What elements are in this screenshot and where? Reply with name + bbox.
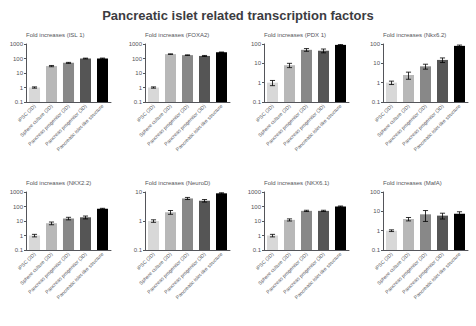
svg-text:Pancreatic islet-like structur: Pancreatic islet-like structure	[174, 103, 223, 152]
svg-text:iPSC (2D): iPSC (2D)	[254, 250, 275, 271]
svg-text:0.1: 0.1	[15, 99, 24, 105]
svg-text:Pancreas progenitor (3D): Pancreas progenitor (3D)	[162, 250, 207, 295]
svg-text:iPSC (2D): iPSC (2D)	[135, 102, 156, 123]
svg-text:Pancreas progenitor (3D): Pancreas progenitor (3D)	[400, 102, 445, 147]
svg-text:Fold increases (ISL 1): Fold increases (ISL 1)	[26, 32, 84, 38]
svg-text:1: 1	[139, 218, 143, 224]
svg-text:iPSC (2D): iPSC (2D)	[16, 102, 37, 123]
svg-text:1: 1	[377, 80, 381, 86]
svg-text:100: 100	[370, 41, 381, 47]
svg-text:0.1: 0.1	[253, 99, 262, 105]
svg-text:10: 10	[254, 60, 261, 66]
svg-text:Pancreas progenitor (2D): Pancreas progenitor (2D)	[26, 102, 71, 147]
svg-text:Pancreas progenitor (3D): Pancreas progenitor (3D)	[43, 250, 88, 295]
svg-text:Pancreatic islet related trans: Pancreatic islet related transcription f…	[102, 8, 374, 23]
svg-text:0.1: 0.1	[372, 247, 381, 253]
svg-text:Sphere culture (2D): Sphere culture (2D)	[256, 250, 292, 286]
svg-text:Pancreatic islet-like structur: Pancreatic islet-like structure	[55, 103, 104, 152]
svg-text:1: 1	[20, 233, 24, 239]
svg-text:Fold increases (NKX6.1): Fold increases (NKX6.1)	[264, 180, 329, 186]
svg-text:0.1: 0.1	[134, 99, 143, 105]
svg-text:0.1: 0.1	[253, 247, 262, 253]
svg-text:Sphere culture (2D): Sphere culture (2D)	[256, 102, 292, 138]
svg-text:Sphere culture (2D): Sphere culture (2D)	[18, 102, 54, 138]
svg-text:1: 1	[20, 85, 24, 91]
svg-text:1: 1	[258, 233, 262, 239]
svg-text:Fold increases (MafA): Fold increases (MafA)	[383, 180, 442, 186]
svg-text:Sphere culture (2D): Sphere culture (2D)	[375, 250, 411, 286]
svg-text:100: 100	[370, 189, 381, 195]
svg-text:Pancreas progenitor (3D): Pancreas progenitor (3D)	[400, 250, 445, 295]
svg-text:Sphere culture (2D): Sphere culture (2D)	[18, 250, 54, 286]
svg-text:Sphere culture (2D): Sphere culture (2D)	[375, 102, 411, 138]
svg-text:iPSC (2D): iPSC (2D)	[135, 250, 156, 271]
svg-text:1000: 1000	[129, 41, 143, 47]
svg-text:Pancreas progenitor (3D): Pancreas progenitor (3D)	[281, 102, 326, 147]
svg-text:10: 10	[373, 60, 380, 66]
svg-text:Fold increases (NKX2.2): Fold increases (NKX2.2)	[26, 180, 91, 186]
svg-text:iPSC (2D): iPSC (2D)	[254, 102, 275, 123]
svg-text:100: 100	[251, 41, 262, 47]
svg-text:Pancreas progenitor (2D): Pancreas progenitor (2D)	[145, 102, 190, 147]
svg-text:Pancreatic islet-like structur: Pancreatic islet-like structure	[293, 251, 342, 300]
svg-text:1: 1	[139, 85, 143, 91]
svg-text:1000: 1000	[10, 41, 24, 47]
svg-text:Fold increases (NeuroD): Fold increases (NeuroD)	[145, 180, 210, 186]
svg-text:10: 10	[373, 208, 380, 214]
svg-text:Pancreas progenitor (3D): Pancreas progenitor (3D)	[43, 102, 88, 147]
svg-text:Pancreas progenitor (2D): Pancreas progenitor (2D)	[264, 250, 309, 295]
svg-text:Pancreas progenitor (2D): Pancreas progenitor (2D)	[264, 102, 309, 147]
svg-text:1: 1	[258, 80, 262, 86]
svg-text:10: 10	[135, 189, 142, 195]
svg-text:Fold increases (PDX 1): Fold increases (PDX 1)	[264, 32, 326, 38]
svg-text:Pancreas progenitor (2D): Pancreas progenitor (2D)	[383, 102, 428, 147]
svg-text:Fold increases (Nkx6.2): Fold increases (Nkx6.2)	[383, 32, 446, 38]
svg-text:Pancreas progenitor (2D): Pancreas progenitor (2D)	[145, 250, 190, 295]
svg-text:100: 100	[13, 56, 24, 62]
svg-text:10: 10	[135, 70, 142, 76]
svg-text:Pancreatic islet-like structur: Pancreatic islet-like structure	[412, 103, 461, 152]
svg-text:Fold increases (FOXA2): Fold increases (FOXA2)	[145, 32, 209, 38]
svg-text:Pancreas progenitor (2D): Pancreas progenitor (2D)	[383, 250, 428, 295]
svg-text:iPSC (2D): iPSC (2D)	[16, 250, 37, 271]
svg-text:Pancreas progenitor (3D): Pancreas progenitor (3D)	[281, 250, 326, 295]
svg-text:0.1: 0.1	[372, 99, 381, 105]
svg-text:Pancreas progenitor (3D): Pancreas progenitor (3D)	[162, 102, 207, 147]
svg-text:10: 10	[254, 218, 261, 224]
svg-text:10: 10	[16, 218, 23, 224]
svg-text:1000: 1000	[248, 189, 262, 195]
svg-text:Pancreatic islet-like structur: Pancreatic islet-like structure	[293, 103, 342, 152]
svg-text:100: 100	[132, 56, 143, 62]
svg-text:10: 10	[16, 70, 23, 76]
svg-text:Pancreatic islet-like structur: Pancreatic islet-like structure	[55, 251, 104, 300]
svg-text:100: 100	[13, 204, 24, 210]
svg-text:1000: 1000	[10, 189, 24, 195]
svg-text:0.1: 0.1	[134, 247, 143, 253]
svg-text:Sphere culture (2D): Sphere culture (2D)	[137, 250, 173, 286]
svg-text:1: 1	[377, 228, 381, 234]
svg-text:Pancreatic islet-like structur: Pancreatic islet-like structure	[412, 251, 461, 300]
svg-text:Sphere culture (2D): Sphere culture (2D)	[137, 102, 173, 138]
svg-text:Pancreas progenitor (2D): Pancreas progenitor (2D)	[26, 250, 71, 295]
svg-text:100: 100	[251, 204, 262, 210]
svg-text:iPSC (2D): iPSC (2D)	[373, 250, 394, 271]
svg-text:Pancreatic islet-like structur: Pancreatic islet-like structure	[174, 251, 223, 300]
svg-text:0.1: 0.1	[15, 247, 24, 253]
svg-text:iPSC (2D): iPSC (2D)	[373, 102, 394, 123]
